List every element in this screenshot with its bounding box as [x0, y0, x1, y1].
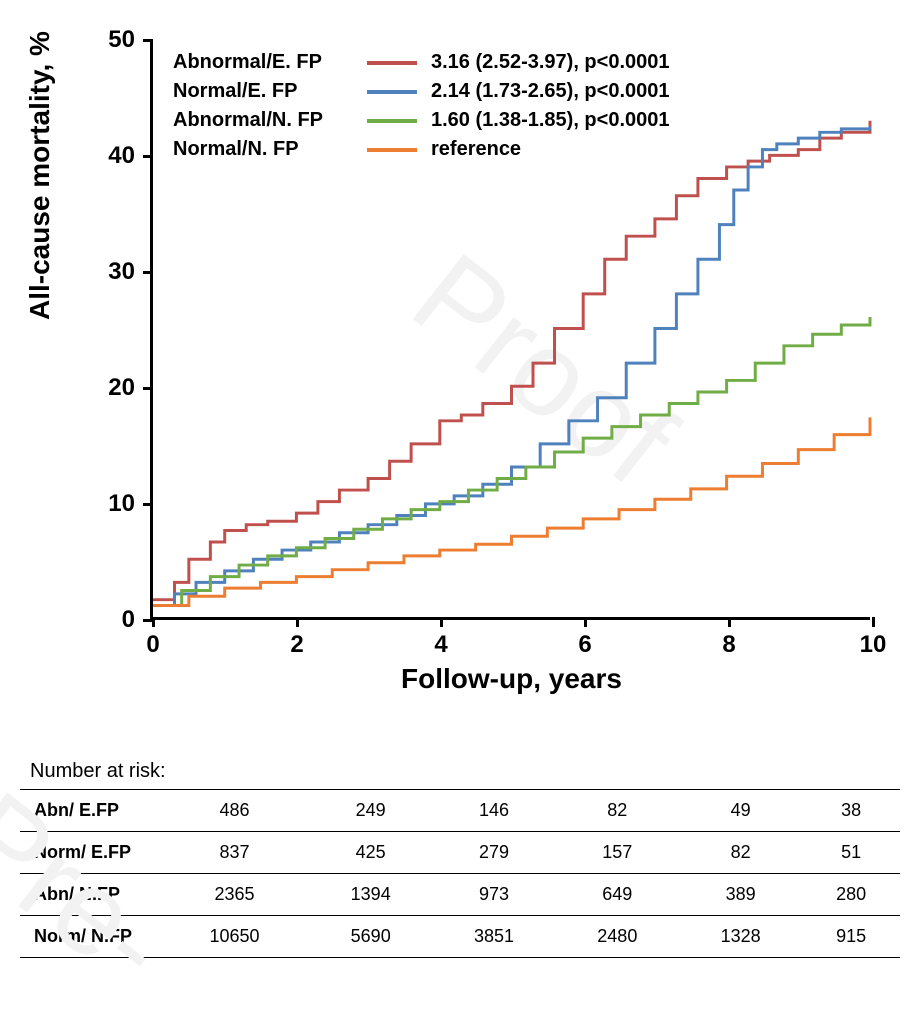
cell: 82	[556, 790, 679, 832]
risk-table-section: Number at risk: Abn/ E.FP486249146824938…	[20, 760, 900, 958]
cell: 157	[556, 832, 679, 874]
cell: 1394	[309, 874, 432, 916]
series-norm_nfp	[153, 417, 870, 605]
cell: 3851	[432, 916, 555, 958]
cell: 649	[556, 874, 679, 916]
x-tick	[584, 617, 587, 627]
y-tick-label: 40	[108, 142, 135, 170]
legend-name: Abnormal/E. FP	[173, 48, 353, 77]
table-row: Abn/ E.FP486249146824938	[20, 790, 900, 832]
y-tick-label: 10	[108, 490, 135, 518]
x-tick	[296, 617, 299, 627]
legend-stat: 2.14 (1.73-2.65), p<0.0001	[431, 77, 863, 106]
cell: 389	[679, 874, 802, 916]
x-axis-label: Follow-up, years	[401, 663, 622, 695]
table-row: Norm/ E.FP8374252791578251	[20, 832, 900, 874]
cell: 280	[802, 874, 900, 916]
table-row: Norm/ N.FP106505690385124801328915	[20, 916, 900, 958]
legend-name: Abnormal/N. FP	[173, 106, 353, 135]
plot-area: Abnormal/E. FP 3.16 (2.52-3.97), p<0.0001…	[150, 40, 870, 620]
cell: 10650	[160, 916, 309, 958]
y-tick	[143, 503, 153, 506]
table-row: Abn/ N.FP23651394973649389280	[20, 874, 900, 916]
y-tick-label: 20	[108, 374, 135, 402]
cell: 425	[309, 832, 432, 874]
legend-swatch	[367, 90, 417, 94]
cell: 249	[309, 790, 432, 832]
x-tick-label: 4	[434, 631, 447, 659]
row-label: Abn/ E.FP	[20, 790, 160, 832]
y-tick	[143, 271, 153, 274]
y-tick	[143, 155, 153, 158]
cell: 5690	[309, 916, 432, 958]
row-label: Norm/ E.FP	[20, 832, 160, 874]
row-label: Abn/ N.FP	[20, 874, 160, 916]
y-tick	[143, 387, 153, 390]
x-tick-label: 0	[146, 631, 159, 659]
cell: 1328	[679, 916, 802, 958]
cell: 915	[802, 916, 900, 958]
legend: Abnormal/E. FP 3.16 (2.52-3.97), p<0.0001…	[173, 48, 863, 164]
legend-name: Normal/N. FP	[173, 135, 353, 164]
cell: 837	[160, 832, 309, 874]
cell: 973	[432, 874, 555, 916]
cell: 49	[679, 790, 802, 832]
legend-row: Normal/N. FP reference	[173, 135, 863, 164]
cell: 51	[802, 832, 900, 874]
series-abn_nfp	[153, 317, 870, 606]
y-tick-label: 50	[108, 26, 135, 54]
y-tick-label: 0	[122, 606, 135, 634]
legend-stat: reference	[431, 135, 863, 164]
row-label: Norm/ N.FP	[20, 916, 160, 958]
km-figure: Proof All-cause mortality, % Abnormal/E.…	[20, 20, 900, 730]
legend-stat: 3.16 (2.52-3.97), p<0.0001	[431, 48, 863, 77]
cell: 38	[802, 790, 900, 832]
legend-swatch	[367, 61, 417, 65]
x-tick-label: 6	[578, 631, 591, 659]
y-tick	[143, 39, 153, 42]
risk-table: Abn/ E.FP486249146824938Norm/ E.FP837425…	[20, 789, 900, 958]
x-tick	[152, 617, 155, 627]
legend-name: Normal/E. FP	[173, 77, 353, 106]
series-norm_efp	[153, 127, 870, 606]
cell: 2480	[556, 916, 679, 958]
cell: 279	[432, 832, 555, 874]
cell: 2365	[160, 874, 309, 916]
x-tick-label: 8	[722, 631, 735, 659]
risk-table-title: Number at risk:	[20, 760, 900, 783]
legend-row: Abnormal/N. FP 1.60 (1.38-1.85), p<0.0001	[173, 106, 863, 135]
x-tick	[728, 617, 731, 627]
legend-stat: 1.60 (1.38-1.85), p<0.0001	[431, 106, 863, 135]
series-abn_efp	[153, 121, 870, 600]
legend-row: Normal/E. FP 2.14 (1.73-2.65), p<0.0001	[173, 77, 863, 106]
legend-swatch	[367, 148, 417, 152]
y-axis-label: All-cause mortality, %	[24, 31, 56, 320]
x-tick-label: 10	[860, 631, 887, 659]
x-tick	[440, 617, 443, 627]
cell: 486	[160, 790, 309, 832]
legend-swatch	[367, 119, 417, 123]
cell: 82	[679, 832, 802, 874]
legend-row: Abnormal/E. FP 3.16 (2.52-3.97), p<0.0001	[173, 48, 863, 77]
x-tick-label: 2	[290, 631, 303, 659]
x-tick	[872, 617, 875, 627]
cell: 146	[432, 790, 555, 832]
y-tick-label: 30	[108, 258, 135, 286]
